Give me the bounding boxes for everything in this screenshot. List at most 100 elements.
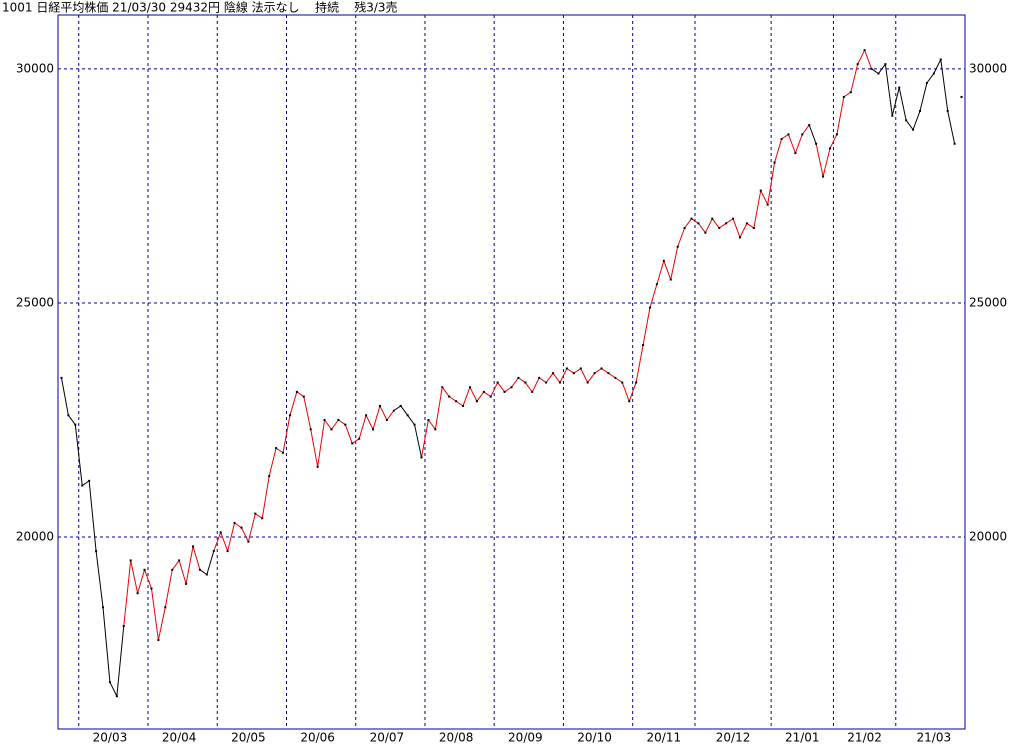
data-point <box>891 114 894 117</box>
line-segment <box>220 532 229 552</box>
line-segment <box>518 377 526 383</box>
data-point <box>247 540 250 543</box>
data-point <box>455 400 458 403</box>
line-segment <box>421 419 429 458</box>
line-segment <box>794 134 803 154</box>
data-point <box>628 400 631 403</box>
data-point <box>503 390 506 393</box>
line-segment <box>594 368 602 374</box>
data-point <box>295 390 298 393</box>
line-segment <box>808 124 817 144</box>
data-point <box>787 133 790 136</box>
line-segment <box>227 522 236 552</box>
line-segment <box>711 218 720 229</box>
data-point <box>662 259 665 262</box>
line-segment <box>338 419 346 426</box>
data-point <box>434 428 437 431</box>
line-segment <box>815 143 824 177</box>
data-point <box>81 484 84 487</box>
line-segment <box>441 386 450 397</box>
line-segment <box>144 569 152 589</box>
line-segment <box>836 96 845 135</box>
line-segment <box>469 386 478 402</box>
data-point <box>545 381 548 384</box>
x-tick-label: 20/11 <box>647 731 682 745</box>
data-point <box>344 423 347 426</box>
line-segment <box>358 415 367 439</box>
data-point <box>718 227 721 230</box>
data-point <box>288 414 291 417</box>
line-segment <box>324 419 332 430</box>
data-point <box>531 390 534 393</box>
data-point <box>129 559 132 562</box>
data-point <box>697 222 700 225</box>
data-point <box>738 236 741 239</box>
line-segment <box>497 382 505 393</box>
line-segment <box>615 377 623 383</box>
data-point <box>427 418 430 421</box>
line-segment <box>102 607 111 683</box>
line-segment <box>130 560 139 594</box>
line-segment <box>282 415 291 453</box>
data-point <box>496 381 499 384</box>
data-point <box>579 367 582 370</box>
line-segment <box>587 372 595 383</box>
line-segment <box>483 391 492 397</box>
line-segment <box>116 625 125 697</box>
data-point <box>815 142 818 145</box>
data-point <box>136 592 139 595</box>
data-point <box>849 91 852 94</box>
data-point <box>925 81 928 84</box>
data-point <box>912 128 915 131</box>
line-segment <box>310 429 319 467</box>
y-tick-label: 25000 <box>16 295 54 309</box>
line-segment <box>677 227 686 247</box>
y-tick-label: 30000 <box>16 61 54 75</box>
line-segment <box>552 372 561 383</box>
data-point <box>780 138 783 141</box>
line-segment <box>573 368 582 374</box>
x-tick-label: 20/03 <box>93 731 128 745</box>
line-segment <box>261 476 270 519</box>
data-point <box>462 404 465 407</box>
data-point <box>240 526 243 529</box>
data-point <box>877 72 880 75</box>
line-segment <box>698 223 706 234</box>
data-point <box>607 372 610 375</box>
data-point <box>524 381 527 384</box>
line-segment <box>774 138 783 163</box>
line-segment <box>241 527 249 542</box>
line-segment <box>718 222 727 229</box>
data-point <box>870 67 873 70</box>
data-point <box>725 222 728 225</box>
data-point <box>378 404 381 407</box>
data-point <box>669 278 672 281</box>
data-point <box>115 695 118 698</box>
data-point <box>655 283 658 286</box>
line-segment <box>857 49 866 65</box>
data-point <box>192 545 195 548</box>
line-segment <box>753 190 762 229</box>
data-point <box>212 550 215 553</box>
line-segment <box>178 560 187 585</box>
line-segment <box>739 223 748 238</box>
line-segment <box>234 522 242 529</box>
data-point <box>268 475 271 478</box>
data-point <box>745 222 748 225</box>
x-tick-label: 20/09 <box>508 731 543 745</box>
data-point <box>884 63 887 66</box>
line-segment <box>926 73 935 84</box>
data-point <box>600 367 603 370</box>
data-point <box>309 428 312 431</box>
line-segment <box>801 124 810 135</box>
data-point <box>828 147 831 150</box>
data-point <box>482 390 485 393</box>
line-segment <box>843 91 852 98</box>
x-tick-label: 20/10 <box>577 731 612 745</box>
line-segment <box>704 218 713 233</box>
line-segment <box>95 551 104 608</box>
data-point <box>801 133 804 136</box>
data-point <box>372 428 375 431</box>
